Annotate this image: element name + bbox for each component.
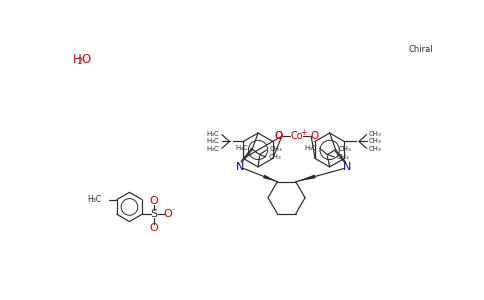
Text: CH₃: CH₃	[269, 154, 282, 160]
Text: CH₃: CH₃	[369, 139, 382, 145]
Text: CH₃: CH₃	[369, 131, 382, 137]
Text: Co: Co	[290, 131, 303, 141]
Text: O: O	[81, 53, 91, 66]
Text: H: H	[73, 53, 81, 66]
Text: CH₃: CH₃	[270, 146, 282, 152]
Text: H₃C: H₃C	[207, 139, 220, 145]
Text: O: O	[150, 223, 158, 233]
Polygon shape	[263, 175, 277, 182]
Polygon shape	[296, 175, 316, 182]
Text: 2: 2	[78, 57, 83, 66]
Text: H₃C: H₃C	[235, 145, 248, 151]
Text: ⁻: ⁻	[170, 207, 174, 216]
Text: H₃C: H₃C	[207, 131, 220, 137]
Text: H₃C: H₃C	[207, 146, 220, 152]
Text: CH₃: CH₃	[369, 146, 382, 152]
Text: S: S	[150, 209, 157, 219]
Text: Chiral: Chiral	[408, 45, 433, 54]
Text: CH₃: CH₃	[336, 154, 349, 160]
Text: O: O	[310, 131, 318, 141]
Text: N: N	[236, 162, 244, 172]
Text: O: O	[275, 131, 283, 141]
Text: N: N	[343, 162, 351, 172]
Text: O: O	[275, 131, 283, 141]
Text: H₃C: H₃C	[87, 195, 102, 204]
Text: CH₃: CH₃	[338, 146, 351, 152]
Text: H₃C: H₃C	[304, 145, 318, 151]
Text: +: +	[300, 128, 307, 137]
Text: O: O	[163, 209, 172, 219]
Text: O: O	[150, 196, 158, 206]
